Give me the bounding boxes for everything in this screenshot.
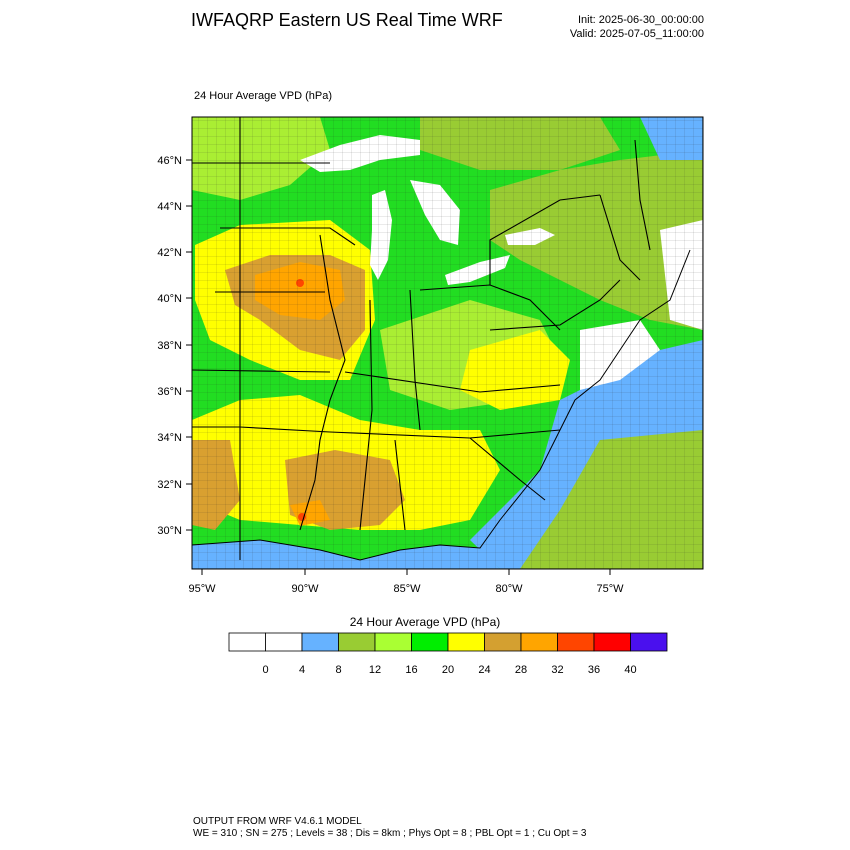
coastline (192, 249, 691, 561)
colorbar-tick-label: 24 (478, 664, 490, 676)
colorbar-box (593, 632, 631, 652)
lon-label-85w: 85°W (393, 583, 421, 595)
county-boundaries (192, 117, 703, 569)
lat-label-30n: 30°N (157, 525, 182, 537)
lon-label-95w: 95°W (188, 583, 216, 595)
latitude-labels: 46°N 44°N 42°N 40°N 38°N 36°N 34°N 32°N … (157, 155, 182, 537)
colorbar (228, 632, 668, 652)
colorbar-tick-label: 0 (262, 664, 268, 676)
longitude-labels: 95°W 90°W 85°W 80°W 75°W (188, 583, 624, 595)
colorbar-box (484, 632, 522, 652)
colorbar-title: 24 Hour Average VPD (hPa) (349, 615, 501, 629)
lat-label-44n: 44°N (157, 201, 182, 213)
colorbar-tick-label: 20 (442, 664, 454, 676)
lat-label-40n: 40°N (157, 293, 182, 305)
colorbar-tick-label: 28 (515, 664, 527, 676)
longitude-ticks (201, 569, 611, 575)
lat-label-42n: 42°N (157, 247, 182, 259)
colorbar-box (557, 632, 595, 652)
lat-label-46n: 46°N (157, 155, 182, 167)
colorbar-tick-label: 40 (624, 664, 636, 676)
colorbar-box (338, 632, 376, 652)
colorbar-tick-labels: 0 4 8 12 16 20 24 28 32 36 40 (262, 664, 636, 676)
map-frame (191, 116, 704, 570)
map-title: IWFAQRP Eastern US Real Time WRF (191, 10, 503, 30)
colorbar-box (520, 632, 558, 652)
lat-label-38n: 38°N (157, 340, 182, 352)
lat-label-32n: 32°N (157, 479, 182, 491)
valid-time: Valid: 2025-07-05_11:00:00 (569, 28, 704, 40)
latitude-ticks (186, 159, 192, 531)
colorbar-box (447, 632, 485, 652)
lat-label-36n: 36°N (157, 386, 182, 398)
colorbar-tick-label: 32 (551, 664, 563, 676)
state-boundaries (192, 117, 651, 560)
colorbar-tick-label: 12 (369, 664, 381, 676)
model-info-line2: WE = 310 ; SN = 275 ; Levels = 38 ; Dis … (193, 828, 587, 839)
lon-label-80w: 80°W (495, 583, 523, 595)
colorbar-tick-label: 16 (405, 664, 417, 676)
colorbar-box (265, 632, 303, 652)
lat-label-34n: 34°N (157, 432, 182, 444)
init-time: Init: 2025-06-30_00:00:00 (578, 14, 704, 26)
lon-label-75w: 75°W (596, 583, 624, 595)
colorbar-tick-label: 4 (299, 664, 305, 676)
colorbar-tick-label: 8 (335, 664, 341, 676)
model-info-line1: OUTPUT FROM WRF V4.6.1 MODEL (193, 816, 362, 827)
colorbar-tick-label: 36 (588, 664, 600, 676)
map-panel (192, 117, 703, 569)
plot-field-label: 24 Hour Average VPD (hPa) (194, 90, 332, 102)
lon-label-90w: 90°W (291, 583, 319, 595)
colorbar-box (411, 632, 449, 652)
colorbar-box (630, 632, 668, 652)
colorbar-box (301, 632, 339, 652)
colorbar-box (228, 632, 266, 652)
colorbar-box (374, 632, 412, 652)
